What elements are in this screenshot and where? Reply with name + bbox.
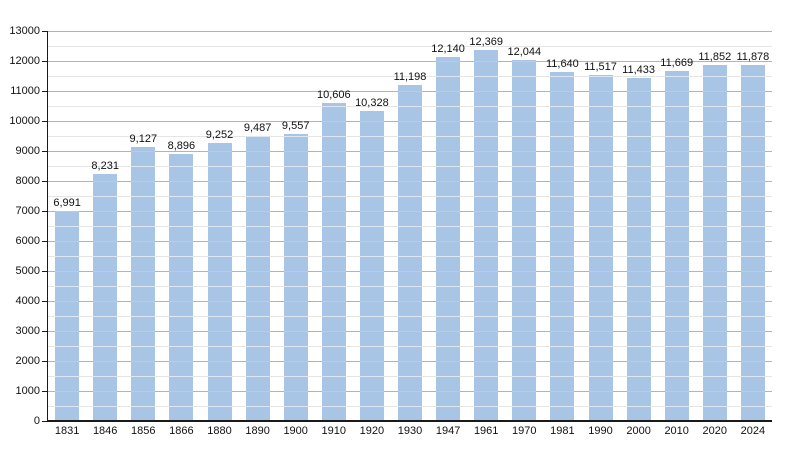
y-tick-mark [42,240,48,242]
y-tick-mark [42,30,48,32]
y-tick-label: 1000 [15,385,40,397]
bar-1961 [474,50,499,421]
y-tick-label: 10000 [9,115,40,127]
x-tick-label: 2024 [740,425,766,437]
x-tick-label: 1930 [397,425,423,437]
bar-1900 [283,134,308,421]
bar-2020 [702,65,727,421]
bar-1846 [93,174,118,421]
bar-1890 [245,136,270,421]
bar-value-label: 9,127 [129,133,158,145]
y-tick-mark [42,270,48,272]
y-tick-label: 9000 [15,145,40,157]
bar-value-label: 11,852 [698,51,732,63]
x-tick-label: 1880 [207,425,232,437]
y-tick-label: 5000 [15,265,40,277]
bar-value-label: 9,557 [281,120,310,132]
x-tick-label: 2000 [626,425,651,437]
bar-value-label: 8,231 [91,160,119,172]
y-tick-label: 3000 [15,325,40,337]
bar-1831 [55,211,80,421]
bar-1970 [512,60,537,421]
bar-2010 [664,71,689,421]
bar-1947 [436,57,461,421]
bar-value-label: 11,640 [545,58,579,70]
bar-value-label: 11,433 [622,64,655,76]
bar-value-label: 9,487 [243,122,272,134]
y-tick-label: 4000 [15,295,40,307]
minor-gridline [48,46,772,47]
y-tick-mark [42,300,48,302]
bar-2024 [740,65,765,421]
y-tick-label: 12000 [9,55,40,67]
y-tick-label: 0 [33,415,40,427]
bar-value-label: 11,669 [660,57,694,69]
bar-1880 [207,143,232,421]
y-tick-mark [42,90,48,92]
bar-1910 [321,103,346,421]
x-tick-label: 1990 [588,425,613,437]
bar-1990 [588,75,613,421]
bar-value-label: 10,328 [355,97,389,109]
bar-value-label: 12,140 [431,43,465,55]
bar-1856 [131,147,156,421]
x-tick-label: 1910 [321,425,347,437]
bar-value-label: 9,252 [205,129,234,141]
y-tick-label: 7000 [15,205,40,217]
y-tick-mark [42,150,48,152]
y-axis-line [47,31,48,421]
x-tick-label: 1961 [473,425,499,437]
y-tick-mark [42,390,48,392]
bar-1930 [398,85,422,421]
x-tick-label: 1890 [245,425,270,437]
bar-value-label: 11,878 [736,51,770,63]
y-tick-mark [42,330,48,332]
y-tick-label: 6000 [15,235,40,247]
bar-value-label: 11,198 [393,71,427,83]
x-tick-label: 1947 [435,425,461,437]
bar-value-label: 11,517 [584,61,617,73]
x-tick-label: 1970 [512,425,537,437]
y-tick-mark [42,120,48,122]
bar-value-label: 10,606 [316,89,351,101]
major-gridline [48,31,772,32]
y-tick-mark [42,60,48,62]
y-tick-mark [42,420,48,422]
y-tick-label: 8000 [15,175,40,187]
x-tick-label: 1831 [54,425,80,437]
x-tick-label: 1981 [550,425,575,437]
x-tick-label: 1856 [131,425,156,437]
x-axis-line [47,420,772,422]
x-tick-label: 2020 [702,425,728,437]
x-tick-label: 1866 [169,425,194,437]
y-tick-mark [42,360,48,362]
bar-value-label: 12,369 [469,36,504,48]
y-tick-mark [42,210,48,212]
bar-1920 [359,111,384,421]
bar-value-label: 6,991 [53,197,81,209]
bar-value-label: 8,896 [167,140,196,152]
y-tick-label: 13000 [9,25,40,37]
plot-area: 6,991 8,231 9,127 8,896 9,252 9,487 9,557 10,60… [48,31,772,421]
x-tick-label: 2010 [664,425,689,437]
x-tick-label: 1920 [359,425,385,437]
y-tick-label: 2000 [15,355,40,367]
y-tick-mark [42,180,48,182]
x-tick-label: 1900 [283,425,308,437]
bar-2000 [626,78,651,421]
major-gridline [48,61,772,62]
bar-value-label: 12,044 [507,46,542,58]
y-tick-label: 11000 [10,85,40,97]
bar-1981 [550,72,575,421]
x-tick-label: 1846 [92,425,118,437]
minor-gridline [48,76,772,77]
bar-1866 [169,154,194,421]
